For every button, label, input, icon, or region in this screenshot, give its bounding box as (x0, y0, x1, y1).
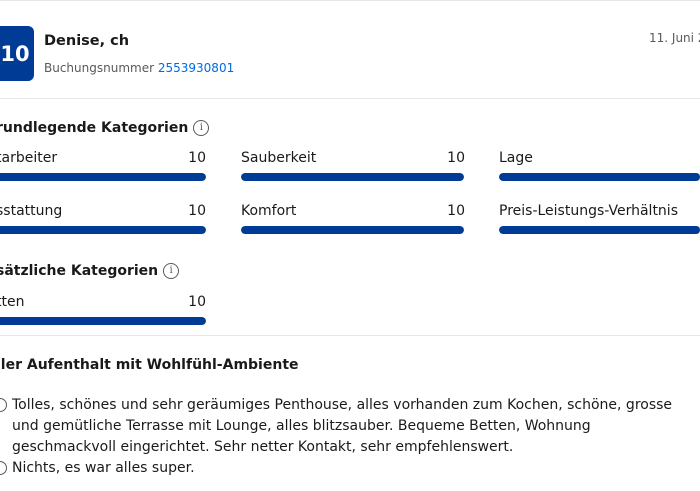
category-bar (241, 226, 464, 234)
category-score: 10 (188, 203, 206, 219)
category-bar-fill (0, 173, 206, 181)
category-label: sstattung (0, 203, 63, 219)
info-icon[interactable]: i (193, 120, 210, 136)
category-bar-fill (241, 173, 464, 181)
category-score: 10 (447, 203, 465, 219)
booking-number-link[interactable]: 2553930801 (157, 61, 235, 75)
category-score: 10 (188, 150, 206, 166)
categories-divider (0, 335, 700, 336)
review-score-badge: 10 (0, 26, 34, 81)
category-bar (0, 317, 206, 325)
top-divider (0, 0, 700, 1)
extra-categories-title-text: sätzliche Kategorien (0, 263, 159, 279)
category-bar-fill (499, 226, 700, 234)
category-label: Lage (499, 150, 533, 166)
basic-categories-title: rundlegende Kategorien i (0, 120, 210, 136)
category-bar (0, 173, 206, 181)
smiley-icon (0, 398, 7, 412)
category-bar (499, 226, 700, 234)
category-label: tarbeiter (0, 150, 58, 166)
category-bar (241, 173, 464, 181)
category-bar-fill (241, 226, 464, 234)
category-bar (499, 173, 700, 181)
info-icon[interactable]: i (163, 263, 180, 279)
category-bar-fill (0, 317, 206, 325)
booking-info: Buchungsnummer 2553930801 (44, 61, 234, 75)
category-score: 10 (447, 150, 465, 166)
category-label: Sauberkeit (241, 150, 317, 166)
extra-categories-title: sätzliche Kategorien i (0, 263, 180, 279)
category-bar-fill (499, 173, 700, 181)
category-bar-fill (0, 226, 206, 234)
reviewer-name: Denise, ch (44, 33, 130, 49)
category-label: Preis-Leistungs-Verhältnis (499, 203, 678, 219)
category-label: tten (0, 294, 25, 310)
booking-label: Buchungsnummer (44, 61, 155, 75)
review-negative-text: Nichts, es war alles super. (12, 460, 195, 476)
review-date: 11. Juni 2 (649, 31, 700, 45)
header-divider (0, 98, 700, 99)
basic-categories-title-text: rundlegende Kategorien (0, 120, 189, 136)
category-bar (0, 226, 206, 234)
sad-icon (0, 461, 7, 475)
category-label: Komfort (241, 203, 297, 219)
review-title: ller Aufenthalt mit Wohlfühl-Ambiente (0, 357, 299, 373)
review-positive-text: Tolles, schönes und sehr geräumiges Pent… (12, 397, 673, 455)
category-score: 10 (188, 294, 206, 310)
